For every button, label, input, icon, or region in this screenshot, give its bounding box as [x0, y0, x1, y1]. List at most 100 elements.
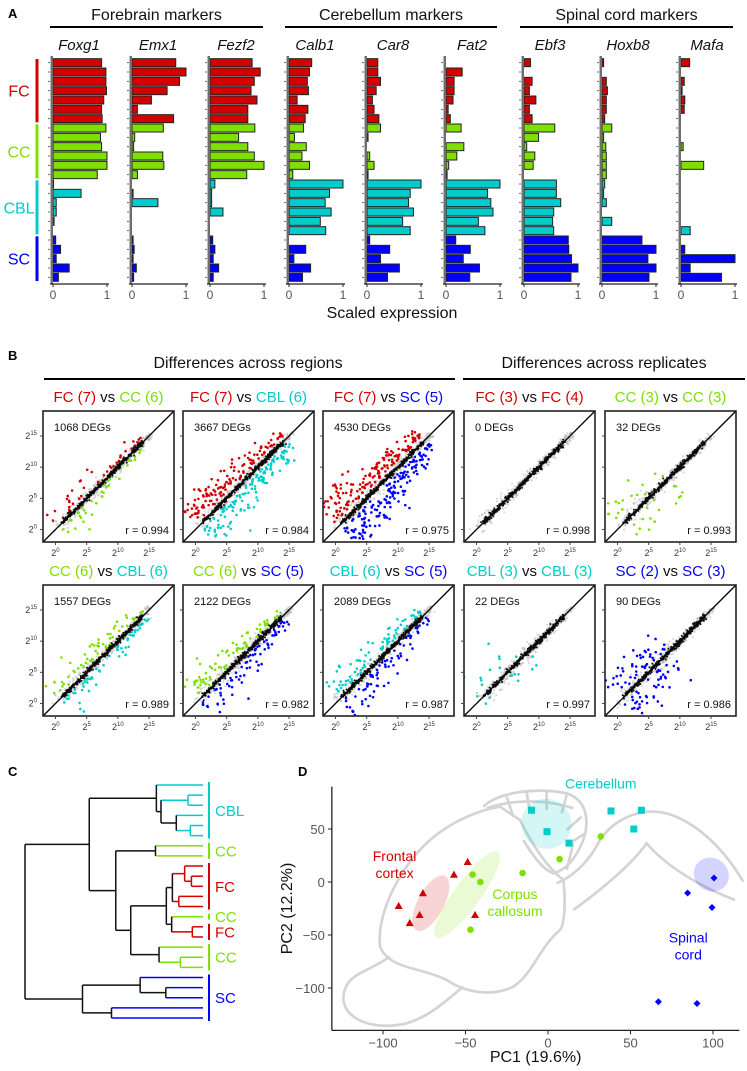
- bar: [52, 207, 57, 217]
- bar: [601, 198, 607, 208]
- deg-point: [418, 433, 421, 436]
- deg-point: [375, 508, 379, 512]
- gene-point: [335, 520, 338, 523]
- gene-point-core: [262, 462, 265, 465]
- deg-point: [107, 484, 111, 487]
- bar: [288, 104, 309, 114]
- deg-point: [377, 500, 380, 503]
- deg-point: [411, 460, 414, 464]
- gene-point: [378, 492, 382, 495]
- plot-frame: [463, 410, 596, 543]
- deg-point: [393, 486, 397, 489]
- deg-point: [395, 459, 399, 462]
- gene-point: [117, 469, 120, 472]
- gene-point: [526, 469, 529, 472]
- bar: [523, 272, 572, 282]
- x-tick-label: 0: [521, 288, 528, 302]
- deg-point: [378, 558, 381, 561]
- deg-point: [238, 496, 242, 499]
- deg-point: [358, 532, 361, 535]
- deg-point: [78, 514, 82, 518]
- deg-point: [641, 483, 644, 487]
- deg-point: [244, 486, 248, 489]
- deg-point: [362, 477, 366, 481]
- deg-point: [219, 526, 223, 530]
- x-tick-label: 0: [207, 288, 214, 302]
- gene-point-core: [208, 517, 211, 520]
- deg-point: [133, 458, 137, 462]
- deg-point: [681, 491, 684, 494]
- bar: [52, 179, 55, 189]
- deg-point: [102, 473, 106, 477]
- bar: [209, 132, 240, 142]
- gene-point: [646, 503, 649, 507]
- deg-point: [383, 497, 386, 501]
- bar: [445, 104, 449, 114]
- y-tick-label: 215: [25, 431, 37, 441]
- deg-point: [408, 479, 412, 483]
- deg-point: [67, 505, 71, 509]
- bar: [366, 272, 389, 282]
- gene-point-core: [480, 521, 483, 524]
- deg-point: [205, 494, 208, 498]
- gene-point: [51, 702, 54, 705]
- deg-point: [414, 469, 418, 473]
- scatter-points: [44, 604, 153, 713]
- gene-point-core: [491, 510, 494, 513]
- bar: [209, 188, 213, 198]
- bar: [445, 244, 471, 254]
- deg-point: [410, 430, 414, 433]
- gene-point: [393, 464, 396, 467]
- gene-point-core: [344, 513, 347, 516]
- bar: [523, 58, 531, 68]
- deg-point: [351, 519, 354, 522]
- gene-point: [110, 649, 114, 652]
- gene-point: [566, 442, 569, 445]
- bar: [601, 132, 605, 142]
- deg-point: [361, 491, 364, 494]
- deg-point: [397, 500, 400, 503]
- x-tick-label: 210: [674, 548, 686, 558]
- gene-point-core: [644, 502, 647, 505]
- gene-point-core: [212, 513, 215, 516]
- gene-point-core: [388, 476, 391, 479]
- deg-point: [223, 532, 226, 536]
- gene-point: [485, 509, 488, 512]
- deg-point: [267, 463, 270, 466]
- bar: [52, 142, 103, 152]
- deg-point: [645, 506, 649, 510]
- tick-base: 2: [82, 548, 87, 558]
- deg-point: [384, 470, 387, 473]
- deg-point: [291, 446, 295, 450]
- deg-point: [243, 454, 247, 457]
- deg-point: [391, 494, 395, 498]
- gene-point-core: [539, 461, 542, 464]
- x-tick-label: 1: [732, 288, 739, 302]
- gene-point: [545, 462, 548, 465]
- bar: [52, 151, 108, 161]
- gene-point: [566, 440, 569, 443]
- deg-point: [186, 508, 189, 512]
- deg-point: [278, 432, 282, 435]
- deg-point: [384, 454, 388, 457]
- bar: [131, 132, 136, 142]
- gene-point: [97, 493, 100, 496]
- deg-point: [194, 507, 198, 510]
- deg-point: [402, 493, 405, 496]
- deg-point: [404, 465, 407, 468]
- gene-point: [514, 494, 518, 497]
- gene-point: [475, 524, 479, 527]
- x-tick-label: 20: [191, 548, 200, 558]
- x-tick-label: 1: [183, 288, 190, 302]
- deg-point: [225, 507, 228, 511]
- bar: [601, 254, 649, 264]
- deg-point: [270, 444, 273, 448]
- bar: [680, 86, 683, 96]
- gene-point: [623, 528, 626, 531]
- x-tick-label: 210: [112, 548, 124, 558]
- gene-point: [89, 488, 93, 491]
- gene-point: [200, 513, 203, 516]
- tick-exponent: 5: [88, 548, 92, 554]
- gene-point: [537, 463, 540, 466]
- gene-point-core: [632, 508, 635, 511]
